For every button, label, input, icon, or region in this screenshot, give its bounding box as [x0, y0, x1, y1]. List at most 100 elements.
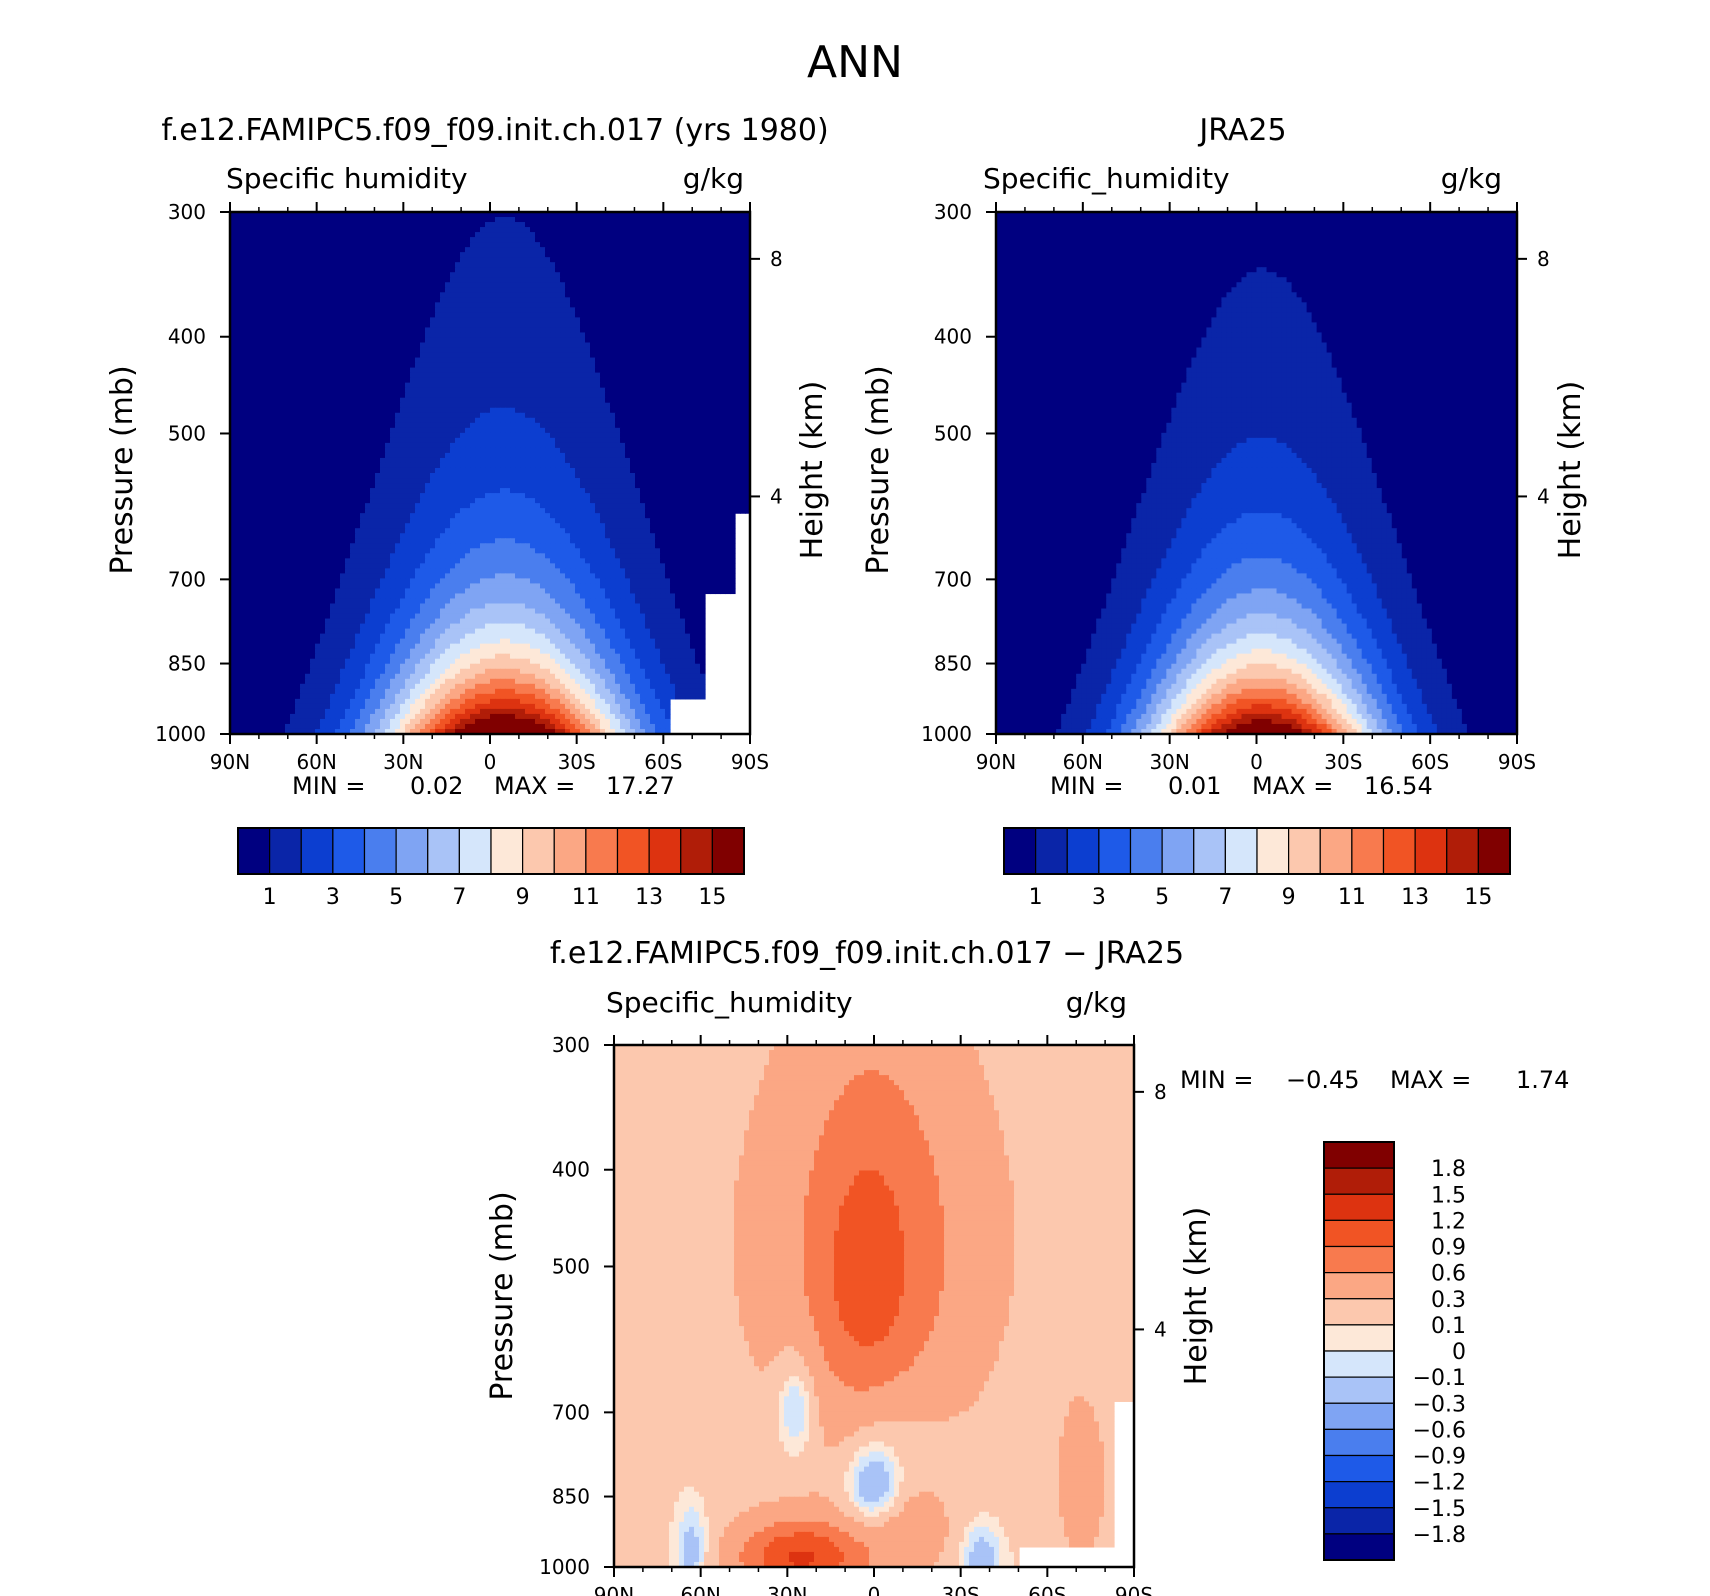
contour-cell — [530, 327, 536, 333]
contour-cell — [515, 257, 521, 263]
contour-cell — [480, 242, 486, 248]
contour-cell — [240, 393, 246, 399]
contour-cell — [460, 257, 466, 263]
contour-cell — [490, 373, 496, 379]
contour-cell — [715, 383, 721, 389]
contour-cell — [730, 388, 736, 394]
contour-cell — [350, 317, 356, 323]
contour-cell — [725, 297, 731, 303]
contour-cell — [650, 292, 656, 298]
contour-cell — [285, 358, 291, 364]
contour-cell — [350, 242, 356, 248]
contour-cell — [645, 317, 651, 323]
contour-cell — [260, 297, 266, 303]
contour-cell — [265, 393, 271, 399]
contour-cell — [420, 292, 426, 298]
contour-cell — [455, 378, 461, 384]
contour-cell — [485, 297, 491, 303]
contour-cell — [680, 317, 686, 323]
contour-cell — [590, 388, 596, 394]
contour-cell — [465, 353, 471, 359]
contour-cell — [550, 383, 556, 389]
contour-cell — [305, 388, 311, 394]
contour-cell — [565, 232, 571, 238]
contour-cell — [530, 262, 536, 268]
contour-cell — [480, 353, 486, 359]
contour-cell — [660, 232, 666, 238]
contour-cell — [740, 277, 746, 283]
contour-cell — [640, 373, 646, 379]
contour-cell — [240, 222, 246, 228]
contour-cell — [445, 378, 451, 384]
contour-cell — [280, 332, 286, 338]
contour-cell — [405, 373, 411, 379]
contour-cell — [705, 358, 711, 364]
contour-cell — [545, 257, 551, 263]
contour-cell — [380, 373, 386, 379]
contour-cell — [630, 388, 636, 394]
contour-cell — [390, 322, 396, 328]
contour-cell — [320, 267, 326, 273]
contour-cell — [735, 257, 741, 263]
contour-cell — [345, 383, 351, 389]
contour-cell — [710, 302, 716, 308]
contour-cell — [705, 292, 711, 298]
contour-cell — [345, 302, 351, 308]
contour-cell — [725, 267, 731, 273]
contour-cell — [330, 297, 336, 303]
contour-cell — [665, 312, 671, 318]
contour-cell — [650, 227, 656, 233]
contour-cell — [370, 383, 376, 389]
contour-cell — [715, 353, 721, 359]
contour-cell — [490, 332, 496, 338]
contour-cell — [435, 327, 441, 333]
contour-cell — [425, 247, 431, 253]
contour-cell — [510, 363, 516, 369]
contour-cell — [360, 393, 366, 399]
contour-cell — [525, 358, 531, 364]
contour-cell — [455, 358, 461, 364]
contour-cell — [640, 378, 646, 384]
contour-cell — [310, 302, 316, 308]
contour-cell — [380, 232, 386, 238]
contour-cell — [660, 393, 666, 399]
contour-cell — [305, 287, 311, 293]
contour-cell — [710, 388, 716, 394]
contour-cell — [490, 312, 496, 318]
contour-cell — [610, 383, 616, 389]
contour-cell — [730, 302, 736, 308]
contour-cell — [695, 247, 701, 253]
contour-cell — [670, 227, 676, 233]
contour-cell — [485, 227, 491, 233]
contour-cell — [630, 222, 636, 228]
contour-cell — [550, 247, 556, 253]
contour-cell — [710, 292, 716, 298]
contour-cell — [350, 227, 356, 233]
contour-cell — [430, 317, 436, 323]
contour-cell — [680, 353, 686, 359]
contour-cell — [235, 302, 241, 308]
contour-cell — [430, 227, 436, 233]
contour-cell — [255, 252, 261, 258]
contour-cell — [690, 217, 696, 223]
contour-cell — [695, 282, 701, 288]
contour-cell — [710, 322, 716, 328]
contour-cell — [735, 232, 741, 238]
contour-cell — [675, 252, 681, 258]
contour-cell — [700, 267, 706, 273]
contour-cell — [640, 262, 646, 268]
contour-cell — [465, 247, 471, 253]
contour-cell — [345, 237, 351, 243]
contour-cell — [475, 242, 481, 248]
contour-cell — [365, 358, 371, 364]
contour-cell — [625, 277, 631, 283]
contour-cell — [680, 242, 686, 248]
contour-cell — [335, 383, 341, 389]
contour-cell — [460, 287, 466, 293]
contour-cell — [680, 327, 686, 333]
contour-cell — [260, 393, 266, 399]
contour-cell — [715, 327, 721, 333]
contour-cell — [585, 267, 591, 273]
contour-cell — [305, 217, 311, 223]
contour-cell — [390, 262, 396, 268]
